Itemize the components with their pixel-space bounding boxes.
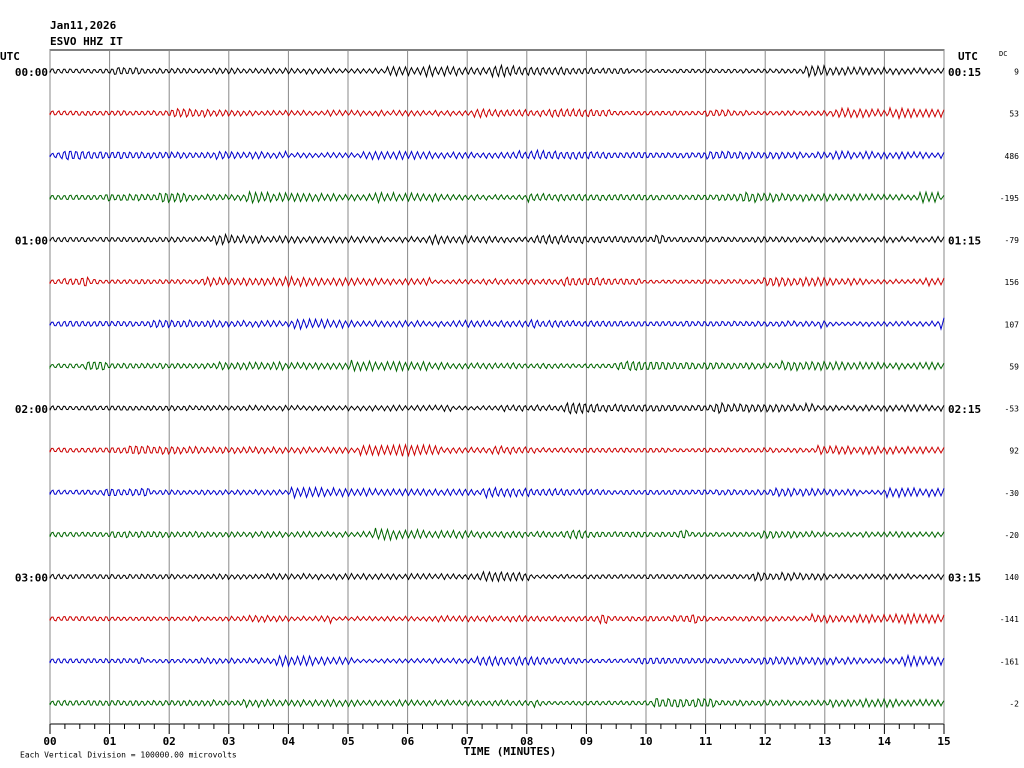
dc-value: -195 bbox=[1000, 194, 1019, 203]
trace bbox=[49, 106, 945, 121]
trace bbox=[49, 275, 945, 289]
trace bbox=[49, 442, 945, 458]
trace bbox=[49, 570, 945, 583]
trace bbox=[49, 317, 945, 331]
dc-value: -20 bbox=[1005, 531, 1020, 540]
x-tick-label: 13 bbox=[818, 735, 831, 748]
x-tick-label: 07 bbox=[461, 735, 474, 748]
trace bbox=[49, 148, 945, 161]
trace bbox=[49, 485, 945, 500]
x-tick-label: 00 bbox=[43, 735, 56, 748]
trace bbox=[49, 527, 945, 542]
trace bbox=[49, 190, 945, 205]
trace bbox=[49, 697, 945, 709]
trace bbox=[49, 612, 945, 626]
x-tick-label: 05 bbox=[341, 735, 354, 748]
dc-value: 53 bbox=[1009, 110, 1019, 119]
dc-value: 92 bbox=[1009, 447, 1019, 456]
left-time-label: 01:00 bbox=[15, 235, 48, 248]
dc-value: -30 bbox=[1005, 489, 1020, 498]
trace bbox=[49, 359, 945, 373]
x-tick-label: 03 bbox=[222, 735, 235, 748]
chart-title: Jan11,2026 bbox=[50, 19, 117, 32]
right-time-label: 01:15 bbox=[948, 235, 981, 248]
left-time-label: 00:00 bbox=[15, 66, 48, 79]
footer: Each Vertical Division = 100000.00 micro… bbox=[20, 751, 237, 760]
x-tick-label: 01 bbox=[103, 735, 117, 748]
chart-subtitle: ESVO HHZ IT bbox=[50, 35, 123, 48]
dc-value: 140 bbox=[1005, 573, 1020, 582]
right-time-label: 02:15 bbox=[948, 403, 981, 416]
dc-value: -53 bbox=[1005, 405, 1020, 414]
x-tick-label: 15 bbox=[937, 735, 950, 748]
trace bbox=[49, 401, 945, 415]
x-tick-label: 04 bbox=[282, 735, 296, 748]
dc-value: -141 bbox=[1000, 615, 1019, 624]
right-time-label: 00:15 bbox=[948, 66, 981, 79]
left-time-label: 02:00 bbox=[15, 403, 48, 416]
dc-value: 156 bbox=[1005, 278, 1020, 287]
x-tick-label: 06 bbox=[401, 735, 415, 748]
dc-value: 486 bbox=[1005, 152, 1020, 161]
x-tick-label: 09 bbox=[580, 735, 593, 748]
trace bbox=[49, 232, 945, 247]
plot-frame bbox=[49, 49, 945, 725]
x-tick-label: 12 bbox=[759, 735, 772, 748]
dc-value: -79 bbox=[1005, 236, 1020, 245]
x-tick-label: 11 bbox=[699, 735, 713, 748]
dc-label: DC bbox=[999, 50, 1007, 58]
right-axis-label: UTC bbox=[958, 50, 978, 63]
x-tick-label: 02 bbox=[163, 735, 176, 748]
dc-value: 59 bbox=[1009, 362, 1019, 371]
x-tick-label: 08 bbox=[520, 735, 533, 748]
dc-value: -161 bbox=[1000, 657, 1019, 666]
trace bbox=[49, 63, 945, 79]
x-tick-label: 14 bbox=[878, 735, 892, 748]
right-time-label: 03:15 bbox=[948, 572, 981, 585]
x-axis-label: TIME (MINUTES) bbox=[464, 745, 557, 758]
left-axis-label: UTC bbox=[0, 50, 20, 63]
dc-value: 107 bbox=[1005, 320, 1020, 329]
dc-value: 9 bbox=[1014, 68, 1019, 77]
dc-value: -2 bbox=[1009, 700, 1019, 709]
x-tick-label: 10 bbox=[639, 735, 652, 748]
left-time-label: 03:00 bbox=[15, 572, 48, 585]
trace bbox=[49, 653, 945, 668]
